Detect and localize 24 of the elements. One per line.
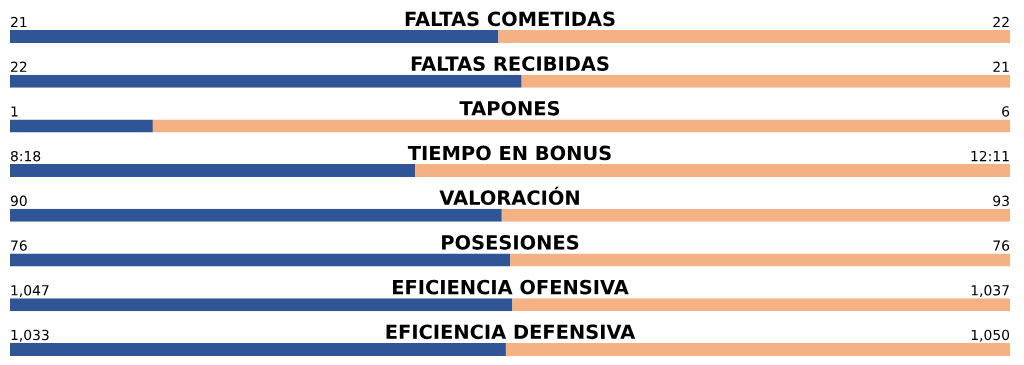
chart-title: FALTAS RECIBIDAS: [411, 56, 609, 71]
data-label: 6: [1002, 106, 1010, 117]
data-label: 1: [11, 106, 18, 117]
data-label: 21: [11, 16, 27, 28]
data-label: 22: [993, 16, 1009, 28]
chart-title: TAPONES: [459, 100, 560, 116]
data-label: 1,033: [11, 329, 49, 342]
data-label: 90: [10, 195, 27, 207]
chart-title: TIEMPO EN BONUS: [407, 145, 611, 161]
data-label: 12:11: [971, 150, 1009, 162]
data-label: 1,050: [971, 329, 1010, 342]
data-label: 22: [11, 61, 27, 72]
chart-title: EFICIENCIA DEFENSIVA: [386, 324, 636, 340]
chart-title: FALTAS COMETIDAS: [405, 11, 615, 27]
chart-title: VALORACIÓN: [439, 186, 579, 206]
data-label: 76: [993, 240, 1010, 251]
data-label: 8:18: [10, 150, 41, 162]
data-label: 76: [11, 240, 27, 251]
data-label: 1,047: [11, 285, 49, 297]
data-label: 1,037: [971, 285, 1009, 297]
data-label: 93: [993, 195, 1009, 207]
chart-title: POSESIONES: [442, 235, 579, 250]
chart-title: EFICIENCIA OFENSIVA: [393, 279, 629, 295]
data-label: 21: [993, 61, 1009, 72]
